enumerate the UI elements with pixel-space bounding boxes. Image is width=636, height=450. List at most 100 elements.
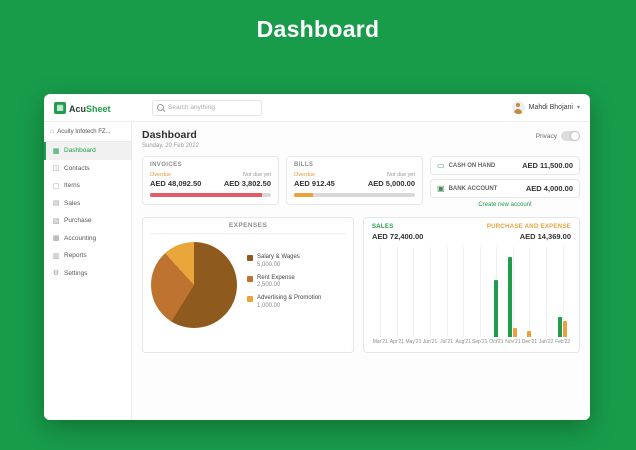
legend-swatch [247,275,253,282]
legend-label: Salary & Wages [257,254,300,261]
expenses-pie-chart [151,242,237,328]
bar-column: May'21 [405,245,422,346]
bar-column: Jul'21 [438,245,455,346]
sidebar-item-settings[interactable]: ⚙ Settings [44,265,131,283]
bar-column: Oct'21 [488,245,505,346]
legend-label: Rent Expense [257,274,295,281]
expenses-legend: Salary & Wages 5,000.00 Rent Expense 2,500.… [247,254,321,316]
bar-column: Jan'22 [538,245,555,346]
chevron-down-icon: ▾ [576,105,580,111]
bills-progress-overdue [294,193,313,197]
charts-row: EXPENSES Salary & Wages 5,000.00 Rent Expe… [142,217,580,353]
month-label: Jun'21 [422,339,438,345]
legend-label: Advertising & Promotion [257,295,322,302]
month-label: Jul'21 [440,339,454,345]
sidebar-item-purchase[interactable]: ▧ Purchase [44,212,131,230]
acusheet-logo-icon: ▦ [54,101,66,114]
purchase-value: AED 14,369.00 [519,232,571,241]
create-new-account-link[interactable]: Create new account [478,202,532,208]
month-label: Nov'21 [505,339,521,345]
invoices-overdue-label: Overdue [150,172,172,178]
legend-item: Salary & Wages 5,000.00 [247,254,321,268]
invoices-card: INVOICES Overdue AED 48,092.50 Not due y… [142,156,279,205]
cash-value: AED 11,500.00 [522,161,573,170]
legend-item: Rent Expense 2,500.00 [247,274,321,289]
page-title: Dashboard [256,16,380,42]
bank-label: BANK ACCOUNT [448,185,498,192]
accounting-icon: ▩ [52,235,60,243]
brand-text-acu: Acu [69,103,87,114]
building-icon: ⌂ [50,128,55,135]
sales-purchase-card: SALES AED 72,400.00 PURCHASE AND EXPENSE… [363,217,580,353]
avatar [511,101,525,114]
bar-column: Dec'21 [521,245,538,346]
month-label: May'21 [405,339,422,345]
user-menu[interactable]: Mahdi Bhojani ▾ [511,101,580,114]
topbar: ▦ AcuSheet Mahdi Bhojani ▾ [44,94,590,122]
search-box[interactable] [152,99,262,116]
sidebar-item-accounting[interactable]: ▩ Accounting [44,230,131,248]
accounts-panel: ▭ CASH ON HAND AED 11,500.00 ▣ BANK ACCO… [430,156,580,208]
bills-overdue-label: Overdue [294,172,316,178]
bar-column: Sep'21 [471,245,488,346]
bar-column: Nov'21 [505,245,522,346]
bar-column: Apr'21 [389,245,406,346]
bar-column: Feb'22 [554,245,571,346]
app-body: ⌂ Acuity Infotech FZ... ▦ Dashboard ◫ Co… [44,122,590,420]
bank-value: AED 4,000.00 [525,184,573,193]
sales-bar [508,256,513,337]
sales-icon: ▤ [52,200,60,208]
purchase-bar [563,320,568,337]
legend-swatch [247,255,253,262]
invoices-notdue-label: Not due yet [242,172,271,178]
dashboard-icon: ▦ [52,147,60,155]
sales-bar-chart: Mar'21 Apr'21 May'21 Jun'21 Jul'21 Aug'21 Sep'… [372,245,571,346]
invoices-notdue-value: AED 3,802.50 [223,179,271,188]
brand-text-sheet: Sheet [86,103,111,114]
legend-swatch [247,296,253,303]
invoices-title: INVOICES [150,162,182,168]
month-label: Mar'21 [372,339,388,345]
sidebar-item-sales[interactable]: ▤ Sales [44,195,131,213]
sidebar-item-label: Reports [64,252,87,260]
invoices-overdue-value: AED 48,092.50 [150,179,202,188]
sidebar-item-label: Dashboard [64,147,96,155]
privacy-toggle[interactable] [561,131,580,141]
sidebar-item-label: Accounting [64,234,97,242]
org-switcher[interactable]: ⌂ Acuity Infotech FZ... [44,122,131,142]
bar-column: Mar'21 [372,245,389,346]
search-input[interactable] [168,104,257,111]
sales-bar [558,316,563,337]
month-label: Dec'21 [521,339,538,345]
purchase-label: PURCHASE AND EXPENSE [486,224,571,230]
sidebar-item-reports[interactable]: ▥ Reports [44,247,131,265]
sidebar-item-label: Purchase [64,217,92,225]
sidebar-item-items[interactable]: ▢ Items [44,177,131,195]
sidebar-item-dashboard[interactable]: ▦ Dashboard [44,142,131,160]
sales-label: SALES [372,224,394,230]
main-content: Dashboard Sunday, 20 Feb 2022 Privacy IN… [132,122,590,420]
gear-icon: ⚙ [52,270,60,278]
legend-item: Advertising & Promotion 1,000.00 [247,295,321,309]
bills-title: BILLS [294,162,314,168]
legend-value: 2,500.00 [257,282,281,289]
invoices-progress-overdue [150,193,263,197]
cash-icon: ▭ [437,161,445,170]
app-window: ▦ AcuSheet Mahdi Bhojani ▾ ⌂ Acuity Info… [44,94,590,420]
bank-account-box[interactable]: ▣ BANK ACCOUNT AED 4,000.00 [430,179,580,198]
month-label: Feb'22 [555,339,571,345]
sales-value: AED 72,400.00 [372,232,424,241]
content-header: Dashboard Sunday, 20 Feb 2022 Privacy [142,129,580,149]
cash-on-hand-box[interactable]: ▭ CASH ON HAND AED 11,500.00 [430,156,580,175]
bills-notdue-value: AED 5,000.00 [367,179,415,188]
dashboard-heading: Dashboard [142,129,197,141]
cash-label: CASH ON HAND [448,162,496,169]
expenses-title: EXPENSES [149,218,347,234]
sidebar-item-contacts[interactable]: ◫ Contacts [44,160,131,178]
contacts-icon: ◫ [52,165,60,173]
bar-column: Aug'21 [455,245,472,346]
purchase-icon: ▧ [52,217,60,225]
bar-column: Jun'21 [422,245,439,346]
month-label: Jan'22 [538,339,554,345]
